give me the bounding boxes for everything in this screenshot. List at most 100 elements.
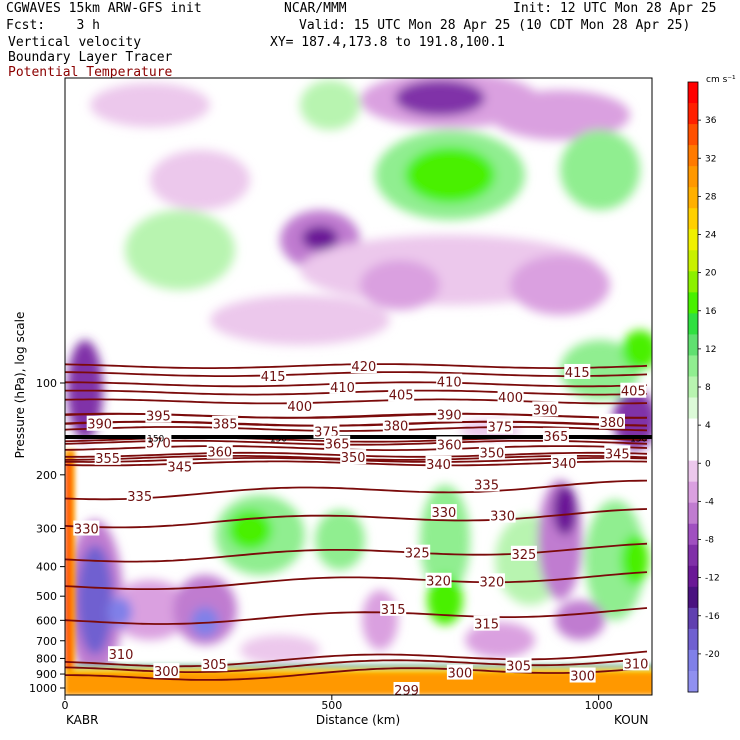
contour-label-bg: [542, 427, 569, 443]
contour-label: 305: [202, 658, 227, 673]
colorbar-tick-label: 16: [705, 307, 717, 317]
contour-label: 390: [533, 403, 558, 418]
colorbar-swatch: [688, 208, 698, 230]
w-blob: [490, 90, 630, 140]
colorbar-tick-label: 12: [705, 345, 716, 355]
contour-label-bg: [145, 407, 172, 423]
theta-contour-line: [65, 571, 648, 590]
contour-label: 325: [512, 548, 537, 563]
contour-label-bg: [324, 435, 351, 451]
colorbar-tick-label: 32: [705, 154, 716, 164]
field-vertical-velocity: Vertical velocity: [8, 35, 142, 50]
contour-label-bg: [622, 655, 649, 671]
contour-label-bg: [350, 358, 377, 374]
contour-label-bg: [286, 398, 313, 414]
theta-contour-line: [65, 667, 648, 681]
contour-label-bg: [340, 449, 367, 465]
contour-label: 400: [287, 400, 312, 415]
contour-label-bg: [569, 667, 596, 683]
x-tick-label: 500: [321, 699, 342, 712]
contour-label-bg: [166, 458, 193, 474]
contour-label: 390: [437, 409, 462, 424]
contour-label-bg: [313, 423, 340, 439]
theta-contour-line: [65, 381, 648, 388]
y-tick-label: 500: [36, 590, 57, 603]
w-blob: [210, 295, 390, 345]
vertical-velocity-field: [65, 78, 652, 695]
contour-label: 405: [621, 385, 646, 400]
contour-label-bg: [446, 664, 473, 680]
tropopause-label: 150: [630, 435, 647, 445]
w-blob: [510, 255, 610, 315]
colorbar-tick-label: -8: [705, 536, 714, 546]
contour-label-bg: [404, 544, 431, 560]
x-axis-title: Distance (km): [316, 713, 400, 727]
contour-label: 310: [109, 648, 134, 663]
colorbar-tick-label: 28: [705, 192, 717, 202]
contour-label: 365: [325, 438, 350, 453]
contour-label-bg: [510, 545, 537, 561]
w-blob: [300, 80, 360, 130]
x-axis: 0 500 1000: [62, 695, 613, 712]
colorbar-tick-label: -20: [705, 650, 720, 660]
w-blob: [90, 83, 210, 127]
y-tick-label: 700: [36, 635, 57, 648]
contour-label: 345: [167, 461, 192, 476]
colorbar-swatch: [688, 103, 698, 125]
colorbar-swatch: [688, 544, 698, 567]
y-tick-label: 800: [36, 652, 57, 665]
colorbar-tick-label: 8: [705, 383, 711, 393]
contour-label-bg: [604, 445, 631, 461]
colorbar-swatch: [688, 229, 698, 251]
y-tick-label: 1000: [29, 682, 57, 695]
contour-label-bg: [73, 520, 100, 536]
contour-label: 360: [207, 446, 232, 461]
contour-label: 315: [381, 603, 406, 618]
w-blob: [228, 510, 272, 550]
contour-label-bg: [436, 436, 463, 452]
contour-label-bg: [564, 363, 591, 379]
contour-label: 420: [351, 360, 376, 375]
contour-label-bg: [393, 681, 420, 697]
colorbar-tick-label: -12: [705, 574, 720, 584]
colorbar-swatch: [688, 649, 698, 672]
contour-label: 315: [474, 618, 499, 633]
contour-label-bg: [489, 507, 516, 523]
contour-label-bg: [380, 600, 407, 616]
w-blob: [302, 226, 338, 250]
contour-label-bg: [505, 657, 532, 673]
contour-label: 340: [552, 457, 577, 472]
tropopause-label: 150: [270, 435, 287, 445]
contour-label-bg: [532, 401, 559, 417]
contour-label: 380: [383, 420, 408, 435]
contour-label-bg: [86, 415, 113, 431]
w-blob: [150, 150, 250, 210]
contour-label: 310: [624, 657, 649, 672]
contour-label: 340: [426, 458, 451, 473]
colorbar-swatch: [688, 82, 698, 104]
contour-label: 350: [341, 451, 366, 466]
colorbar-swatch: [688, 166, 698, 188]
colorbar-tick-label: 24: [705, 231, 717, 241]
colorbar-tick-label: 36: [705, 116, 717, 126]
y-tick-label: 900: [36, 668, 57, 681]
contour-label-bg: [212, 415, 239, 431]
contour-label-bg: [436, 406, 463, 422]
colorbar-swatch: [688, 586, 698, 609]
colorbar-swatch: [688, 313, 698, 335]
colorbar-swatch: [688, 250, 698, 272]
contour-label: 320: [479, 575, 504, 590]
y-tick-label: 300: [36, 523, 57, 536]
w-blob: [315, 510, 365, 570]
contour-label: 335: [474, 478, 499, 493]
field-potential-temperature: Potential Temperature: [8, 65, 173, 80]
forecast-hour: Fcst: 3 h: [6, 18, 100, 33]
contour-label: 405: [389, 388, 414, 403]
w-blob: [110, 580, 190, 640]
tropopause-label: 150: [147, 435, 164, 445]
contour-label-bg: [206, 443, 233, 459]
colorbar-swatch: [688, 145, 698, 167]
contour-label: 355: [95, 452, 120, 467]
